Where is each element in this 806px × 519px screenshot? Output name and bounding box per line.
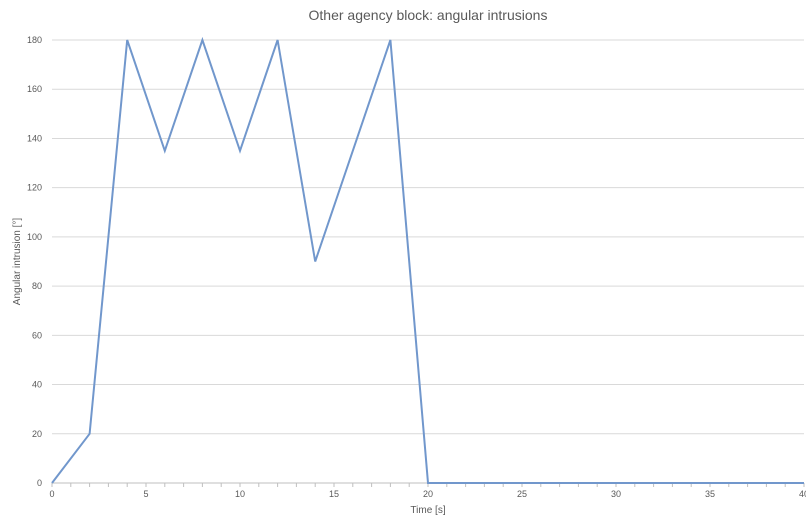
y-axis-title: Angular intrusion [°] (12, 218, 23, 306)
x-axis-title: Time [s] (410, 505, 445, 516)
y-tick-label: 180 (27, 35, 42, 45)
data-point (690, 482, 692, 484)
data-point (314, 261, 316, 263)
tick-labels: 0 20 40 60 80 100 120 140 160 180 0 5 10 15 20 25 30 35 40 (27, 35, 806, 499)
data-point (502, 482, 504, 484)
chart-title: Other agency block: angular intrusions (309, 7, 548, 23)
data-point (577, 482, 579, 484)
data-point (277, 39, 279, 41)
gridlines (52, 39, 804, 435)
data-point (465, 482, 467, 484)
x-tick-label: 25 (517, 489, 527, 499)
data-point (352, 150, 354, 152)
y-tick-label: 100 (27, 232, 42, 242)
y-tick-label: 0 (37, 478, 42, 488)
data-point (201, 39, 203, 41)
y-tick-label: 80 (32, 281, 42, 291)
data-point (615, 482, 617, 484)
data-point (803, 482, 805, 484)
x-tick-label: 10 (235, 489, 245, 499)
data-point (51, 482, 53, 484)
data-point (765, 482, 767, 484)
x-tick-label: 0 (49, 489, 54, 499)
y-tick-label: 160 (27, 84, 42, 94)
series-layer (51, 36, 805, 484)
data-point (427, 482, 429, 484)
x-tick-label: 5 (143, 489, 148, 499)
data-point (389, 39, 391, 41)
x-tick-label: 20 (423, 489, 433, 499)
y-tick-label: 60 (32, 330, 42, 340)
x-tick-label: 30 (611, 489, 621, 499)
data-point (540, 482, 542, 484)
x-tick-label: 35 (705, 489, 715, 499)
x-tick-label: 40 (799, 489, 806, 499)
y-tick-label: 120 (27, 183, 42, 193)
data-point (239, 150, 241, 152)
data-point (89, 433, 91, 435)
y-tick-label: 140 (27, 133, 42, 143)
data-point (653, 482, 655, 484)
y-tick-label: 40 (32, 380, 42, 390)
y-tick-label: 20 (32, 429, 42, 439)
series-line (51, 36, 804, 484)
data-point (728, 482, 730, 484)
data-point (164, 150, 166, 152)
x-tick-label: 15 (329, 489, 339, 499)
data-point (126, 39, 128, 41)
